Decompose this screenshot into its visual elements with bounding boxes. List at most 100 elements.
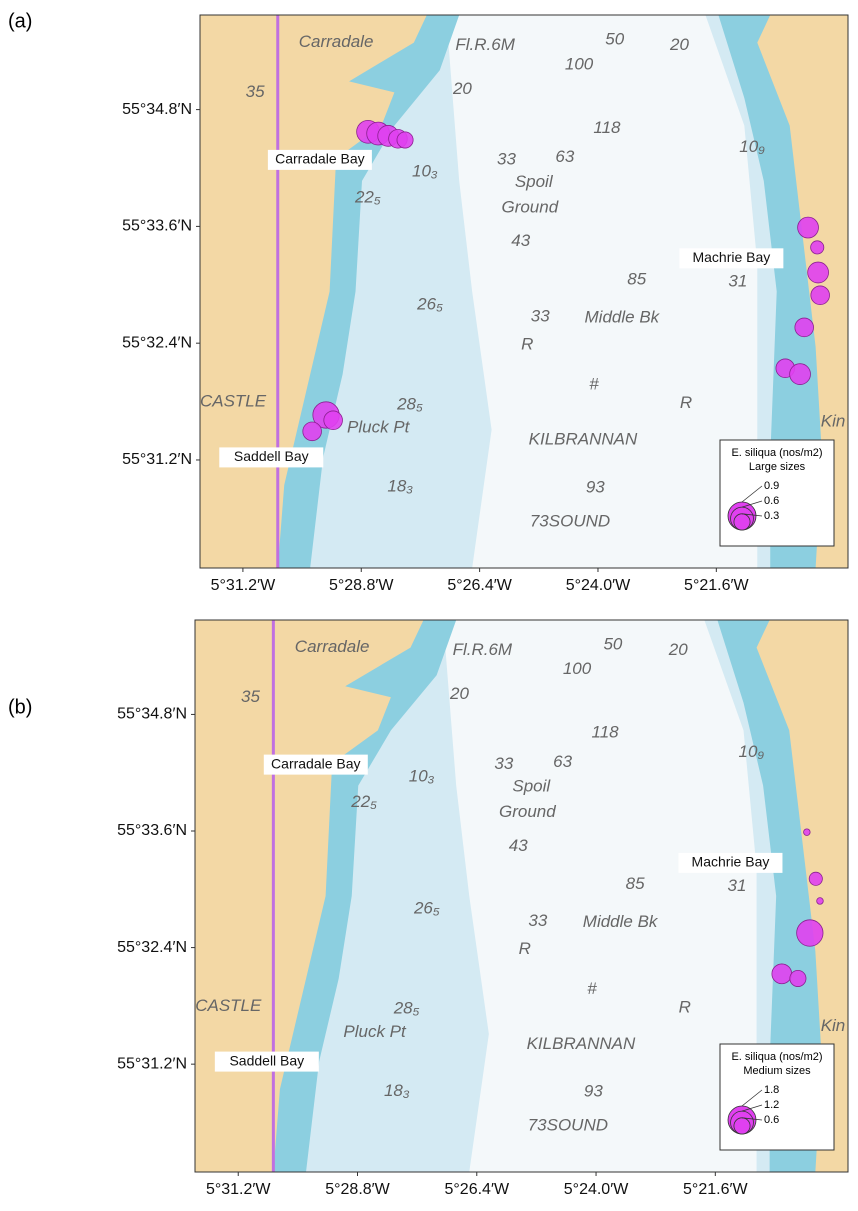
chart-label: 118 [592, 723, 620, 742]
legend-leader [741, 1104, 763, 1112]
land-right [757, 15, 848, 568]
chart-label: 33 [497, 149, 516, 168]
legend-leader [741, 1089, 763, 1107]
chart-label: 93 [586, 477, 605, 496]
chart-label: KILBRANNAN [529, 430, 638, 449]
chart-label: Kin [821, 1016, 846, 1035]
land-left [195, 620, 424, 1172]
legend-bubble [733, 513, 751, 531]
chart-label: 18₃ [384, 1081, 410, 1100]
place-name: Carradale Bay [271, 755, 361, 771]
chart-label: KILBRANNAN [527, 1034, 636, 1053]
deep-water [443, 620, 757, 1172]
density-bubble [789, 363, 811, 385]
place-name: Carradale Bay [275, 151, 365, 167]
chart-label: Kin [821, 411, 846, 430]
legend-tick-label: 0.6 [764, 495, 779, 507]
place-box [679, 248, 784, 269]
chart-label: 93 [584, 1081, 603, 1100]
chart-label: 85 [627, 269, 646, 288]
y-tick-label: 55°32.4′N [117, 939, 187, 956]
x-tick-label: 5°21.6′W [683, 1181, 748, 1198]
chart-label: 118 [593, 118, 621, 137]
chart-label: R [679, 998, 691, 1017]
chart-label: 28₅ [396, 394, 423, 413]
chart-label: Middle Bk [583, 912, 659, 931]
chart-label: 43 [511, 231, 530, 250]
chart-label: Carradale [299, 32, 374, 51]
chart-label: Ground [499, 802, 556, 821]
chart-label: Fl.R.6M [455, 35, 515, 54]
x-tick-label: 5°24.0′W [566, 577, 631, 594]
legend-title: E. siliqua (nos/m2) [731, 447, 822, 459]
legend-tick-label: 0.9 [764, 480, 779, 492]
chart-label: 73SOUND [530, 512, 610, 531]
chart-label: 22₅ [350, 792, 377, 811]
chart-label: 33 [531, 306, 550, 325]
density-bubble [810, 285, 830, 306]
chart-label: 73SOUND [528, 1116, 608, 1135]
chart-label: Spoil [512, 777, 551, 796]
chart-label: 33 [528, 911, 547, 930]
x-tick-label: 5°28.8′W [329, 577, 394, 594]
chart-label: 10₃ [409, 766, 435, 785]
chart-label: 26₅ [416, 294, 443, 313]
chart-label: Pluck Pt [347, 418, 411, 437]
density-bubble [396, 131, 414, 149]
density-bubble [810, 240, 825, 255]
density-bubble [789, 969, 807, 987]
chart-label: 22₅ [354, 188, 381, 207]
map-frame [194, 619, 849, 1173]
density-bubble [796, 919, 824, 947]
density-bubble [797, 216, 819, 239]
chart-label: 10₃ [412, 162, 438, 181]
density-bubble [808, 871, 823, 886]
x-tick-label: 5°28.8′W [325, 1181, 390, 1198]
legend-leader [741, 1117, 763, 1121]
chart-label: 50 [605, 29, 624, 48]
chart-label: Carradale [295, 637, 370, 656]
y-tick-label: 55°31.2′N [122, 451, 192, 468]
chart-label: CASTLE [200, 392, 267, 411]
legend-tick-label: 1.2 [764, 1099, 779, 1111]
chart-label: 20 [452, 79, 472, 98]
chart-label: Middle Bk [585, 308, 661, 327]
panel-label: (a) [8, 10, 32, 32]
legend-tick-label: 1.8 [764, 1084, 779, 1096]
chart-label: 31 [728, 876, 747, 895]
y-tick-label: 55°32.4′N [122, 334, 192, 351]
land-right [756, 620, 848, 1172]
y-tick-label: 55°34.8′N [122, 101, 192, 118]
chart-label: 26₅ [413, 899, 440, 918]
y-tick-label: 55°33.6′N [122, 218, 192, 235]
chart-label: 10₉ [739, 742, 765, 761]
chart-label: # [589, 374, 599, 393]
y-tick-label: 55°31.2′N [117, 1055, 187, 1072]
place-box [267, 149, 372, 170]
panel-label: (b) [8, 696, 32, 718]
chart-label: 63 [553, 752, 572, 771]
legend-title: E. siliqua (nos/m2) [731, 1051, 822, 1063]
chart-label: 35 [246, 82, 265, 101]
legend-bubble [733, 1117, 751, 1135]
chart-label: 33 [494, 754, 513, 773]
legend-leader [741, 485, 763, 503]
legend-tick-label: 0.6 [764, 1114, 779, 1126]
chart-label: 28₅ [393, 999, 420, 1018]
density-bubble [794, 317, 814, 338]
density-bubble [771, 963, 793, 985]
chart-label: R [680, 393, 692, 412]
deep-water [446, 15, 758, 568]
chart-label: Fl.R.6M [453, 640, 513, 659]
density-bubble [323, 410, 343, 430]
chart-label: Ground [501, 197, 558, 216]
density-bubble [803, 828, 811, 836]
chart-label: CASTLE [195, 996, 262, 1015]
density-bubble [302, 421, 322, 442]
place-box [678, 852, 783, 873]
